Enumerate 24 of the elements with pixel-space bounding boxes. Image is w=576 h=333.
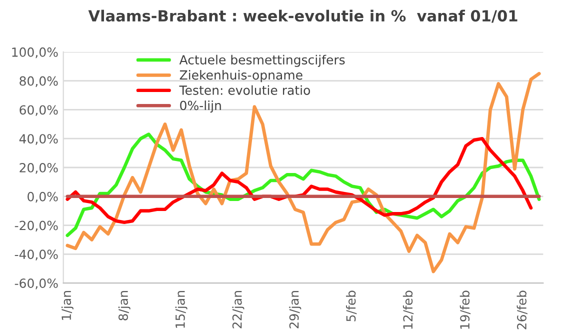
x-tick-label: 26/feb [516, 290, 528, 330]
y-tick-label: -40,0% [14, 250, 58, 260]
y-tick-label: 0,0% [28, 192, 58, 203]
legend-label: Ziekenhuis-opname [180, 70, 302, 82]
x-tick-label: 19/feb [460, 290, 471, 329]
x-tick-label: 15/jan [175, 291, 188, 328]
x-tick-label: 12/feb [402, 290, 414, 329]
legend-label: Actuele besmettingscijfers [179, 54, 345, 67]
x-tick-label: 5/feb [346, 290, 357, 322]
x-tick-label: 8/jan [118, 291, 130, 320]
y-tick-label: -20,0% [14, 220, 58, 232]
y-tick-label: 100,0% [12, 47, 58, 58]
x-tick-label: 22/jan [232, 291, 244, 328]
chart-title: Vlaams-Brabant : week-evolutie in % vanaf 01/01 [88, 10, 518, 23]
y-tick-label: 20,0% [20, 162, 58, 174]
y-tick-label: -60,0% [14, 278, 58, 290]
line-series [66, 72, 541, 274]
y-tick-label: 80,0% [20, 76, 58, 88]
y-tick-label: 60,0% [20, 105, 58, 116]
x-tick-label: 29/jan [289, 291, 302, 328]
x-tick-label: 1/jan [61, 291, 74, 320]
legend-label: Testen: evolutie ratio [179, 85, 310, 95]
y-tick-label: 40,0% [19, 134, 58, 145]
legend-label: 0%-lijn [180, 100, 221, 113]
